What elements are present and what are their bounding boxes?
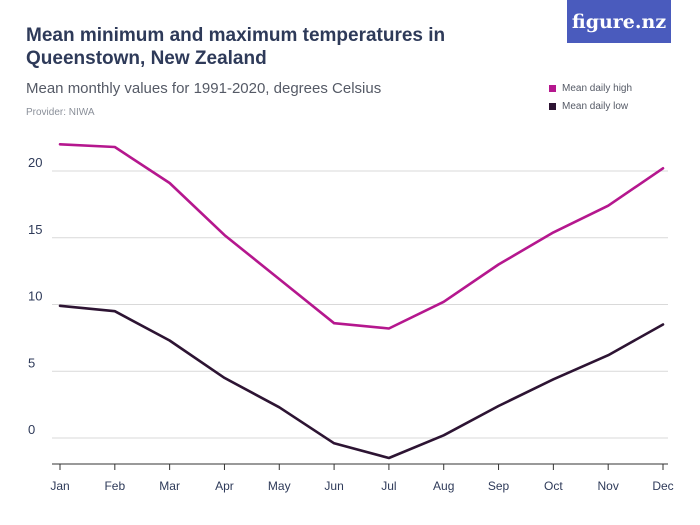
- y-tick-label-0: 0: [28, 422, 35, 437]
- legend-label-high: Mean daily high: [562, 82, 633, 94]
- y-tick-label-10: 10: [28, 289, 42, 304]
- y-tick-label-20: 20: [28, 155, 42, 170]
- x-tick-label-nov: Nov: [598, 479, 619, 493]
- chart-subtitle: Mean monthly values for 1991-2020, degre…: [26, 80, 382, 97]
- x-tick-label-feb: Feb: [104, 479, 125, 493]
- x-tick-label-mar: Mar: [159, 479, 180, 493]
- y-tick-label-5: 5: [28, 355, 35, 370]
- series-lines: [58, 143, 665, 460]
- figure-nz-logo[interactable]: figure.nz: [567, 0, 671, 43]
- x-tick-label-may: May: [268, 479, 291, 493]
- y-tick-label-15: 15: [28, 222, 42, 237]
- y-axis-ticks: 0 5 10 15 20: [28, 155, 42, 437]
- x-tick-label-jul: Jul: [381, 479, 396, 493]
- legend: Mean daily high Mean daily low: [549, 79, 632, 115]
- x-tick-label-jan: Jan: [50, 479, 69, 493]
- chart-title: Mean minimum and maximum temperatures in…: [26, 25, 446, 69]
- legend-item-high: Mean daily high: [549, 79, 632, 97]
- x-tick-label-aug: Aug: [433, 479, 454, 493]
- legend-item-low: Mean daily low: [549, 97, 632, 115]
- x-tick-label-jun: Jun: [324, 479, 343, 493]
- x-tick-label-oct: Oct: [544, 479, 563, 493]
- x-tick-label-sep: Sep: [488, 479, 510, 493]
- legend-swatch-low: [549, 102, 556, 110]
- legend-label-low: Mean daily low: [562, 100, 629, 112]
- x-axis: Jan Feb Mar Apr May Jun Jul Aug Sep Oct Nov Dec: [50, 463, 674, 493]
- x-tick-label-dec: Dec: [652, 479, 673, 493]
- series-line-low: [58, 304, 665, 460]
- x-tick-label-apr: Apr: [215, 479, 234, 493]
- gridlines: [52, 170, 668, 439]
- legend-swatch-high: [549, 84, 556, 92]
- series-line-high: [58, 143, 665, 330]
- data-provider: Provider: NIWA: [26, 107, 95, 118]
